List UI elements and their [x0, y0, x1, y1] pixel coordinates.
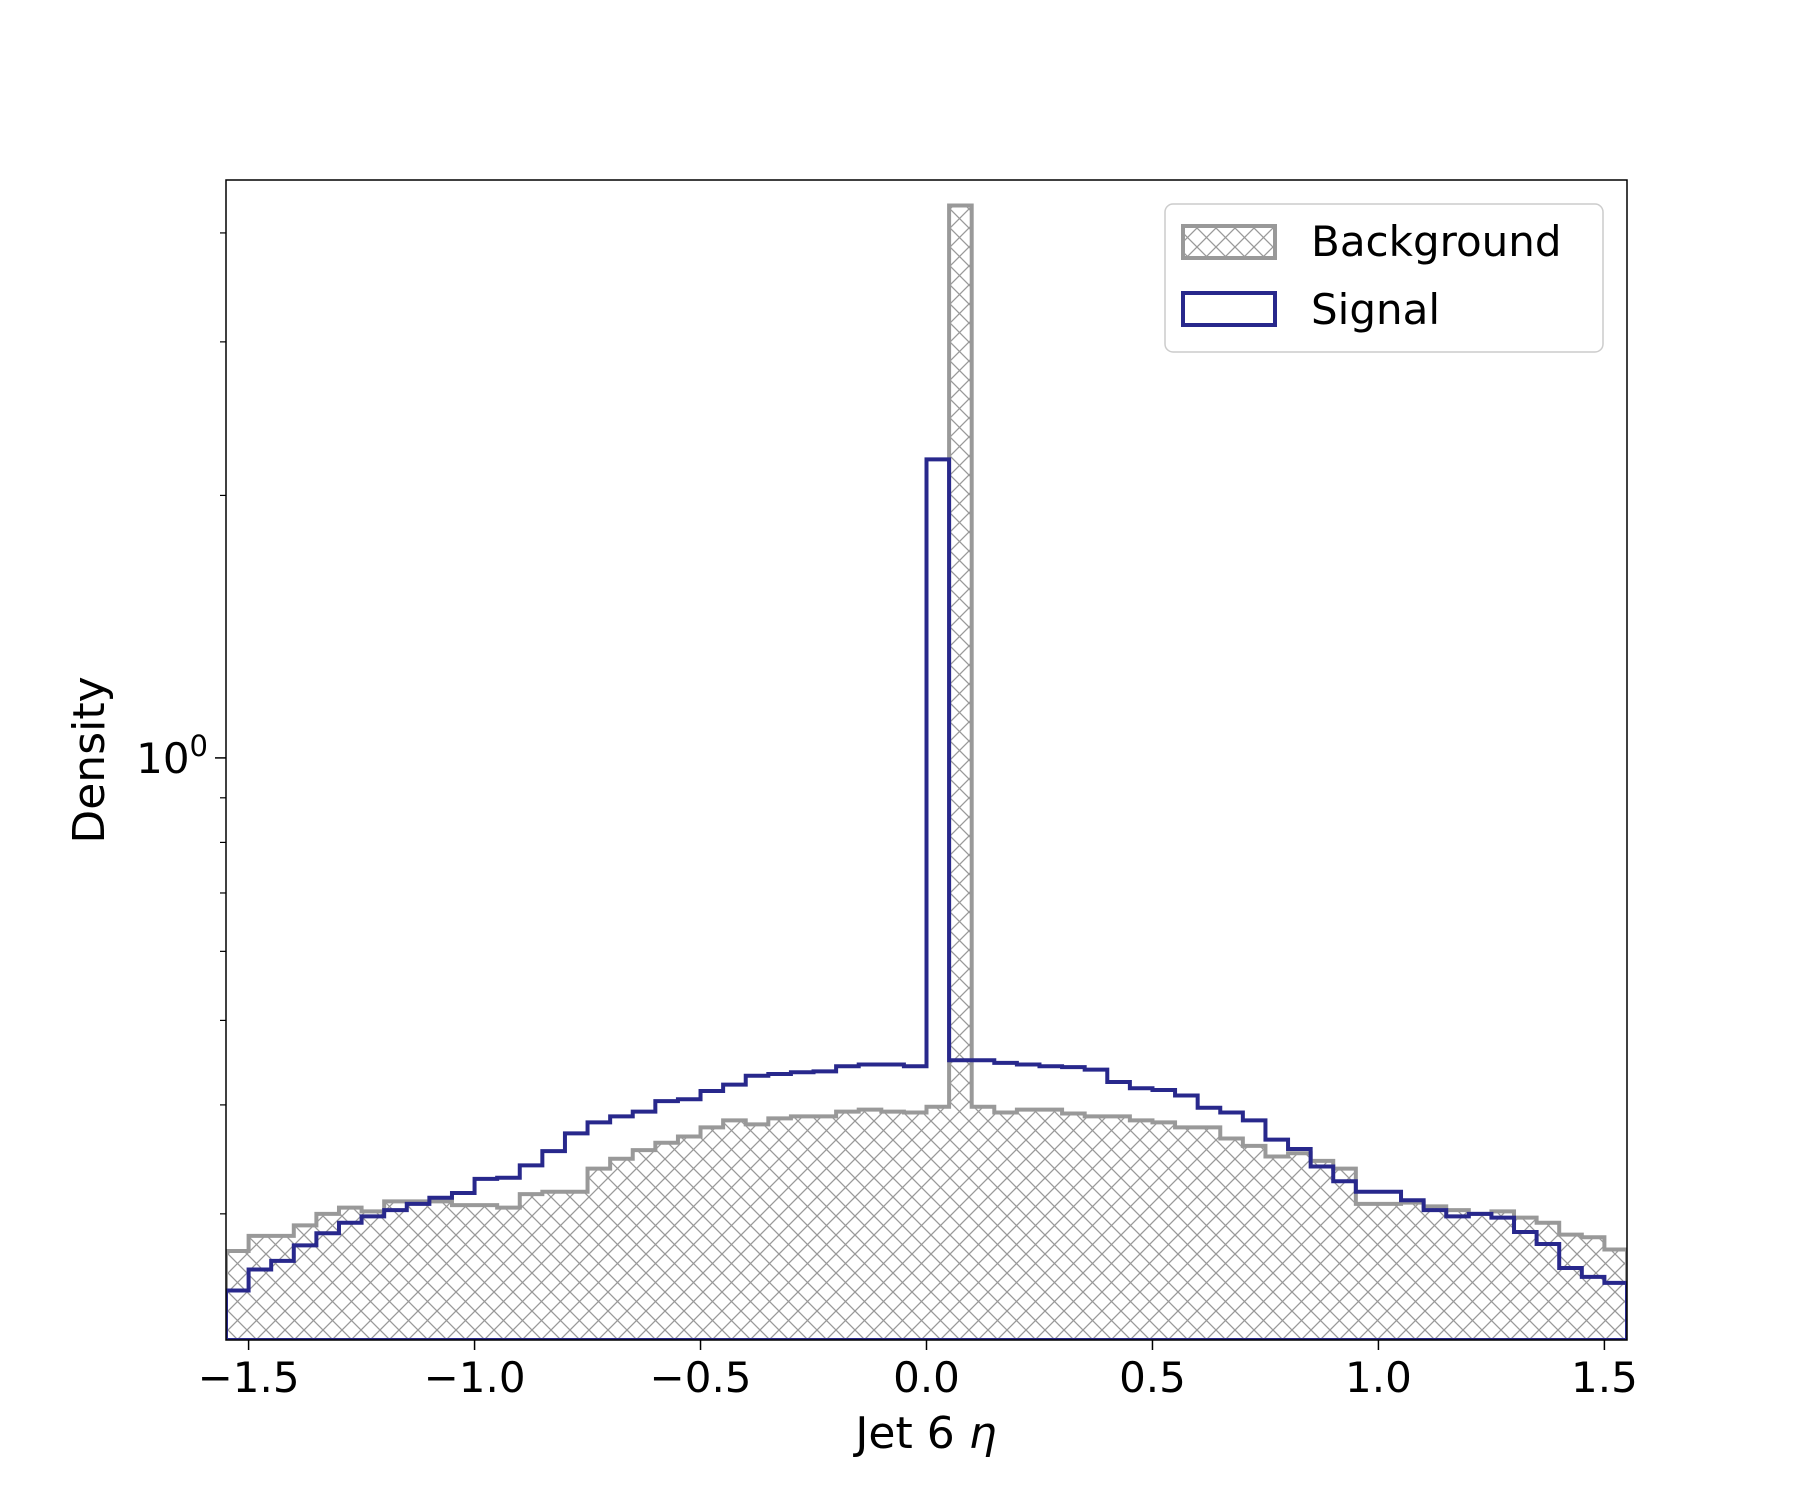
- x-tick-label: 0.5: [1119, 1353, 1186, 1402]
- x-tick-label: 1.0: [1345, 1353, 1412, 1402]
- y-axis-label: Density: [64, 676, 115, 843]
- x-tick-label: −1.5: [198, 1353, 300, 1402]
- legend: Background Signal: [1164, 203, 1604, 353]
- legend-signal-swatch: [1181, 291, 1277, 327]
- x-tick-label: 1.5: [1571, 1353, 1638, 1402]
- x-axis-label: Jet 6 η: [852, 1408, 996, 1459]
- legend-signal-label: Signal: [1311, 285, 1440, 334]
- legend-background-swatch: [1181, 224, 1277, 260]
- x-axis: −1.5 −1.0 −0.5 0.0 0.5 1.0 1.5: [198, 1340, 1638, 1402]
- x-tick-label: 0.0: [893, 1353, 960, 1402]
- signal-histogram-outline: [226, 457, 1627, 1340]
- x-axis-label-symbol: η: [969, 1408, 997, 1459]
- y-axis: 100: [136, 232, 226, 1215]
- y-tick-label: 100: [136, 729, 208, 783]
- x-tick-label: −0.5: [650, 1353, 752, 1402]
- legend-background-label: Background: [1311, 217, 1562, 266]
- x-tick-label: −1.0: [424, 1353, 526, 1402]
